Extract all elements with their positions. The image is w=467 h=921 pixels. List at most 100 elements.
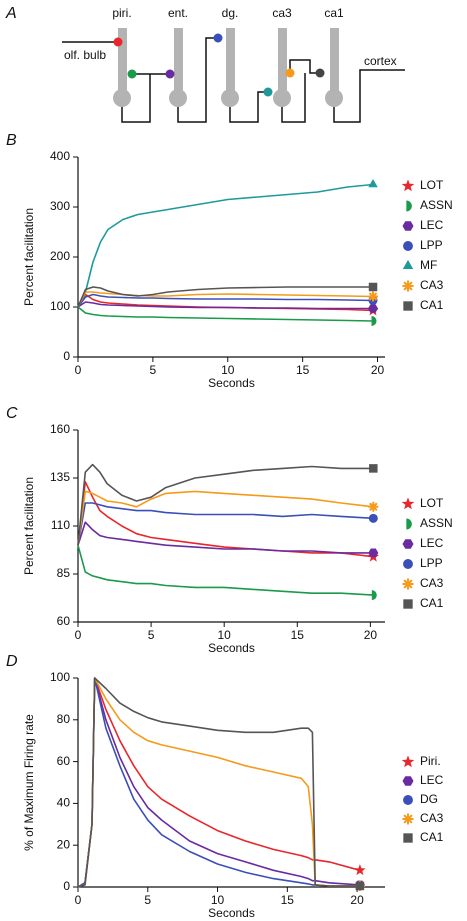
end-marker — [368, 304, 378, 313]
series-line — [77, 677, 361, 888]
legend-marker — [401, 497, 415, 510]
x-tick-label: 5 — [150, 363, 157, 377]
neurons — [113, 28, 343, 107]
series-line — [77, 306, 374, 322]
y-tick-label: 0 — [63, 879, 70, 893]
legend-label: MF — [420, 258, 437, 272]
legend-label: CA1 — [420, 596, 444, 610]
y-tick-label: 100 — [50, 670, 70, 684]
x-axis-label: Seconds — [208, 641, 255, 655]
x-tick-label: 15 — [281, 893, 295, 907]
legend-marker — [403, 301, 413, 311]
legend-marker — [401, 179, 415, 192]
y-tick-label: 40 — [57, 796, 71, 810]
panel-label: B — [6, 132, 17, 149]
y-tick-label: 20 — [57, 837, 71, 851]
series-line — [77, 490, 374, 546]
x-tick-label: 0 — [75, 628, 82, 642]
series-line — [77, 544, 374, 596]
x-tick-label: 20 — [371, 363, 385, 377]
end-marker — [368, 291, 379, 302]
legend-label: LEC — [420, 773, 444, 787]
x-axis-label: Seconds — [208, 376, 255, 390]
legend-label: LEC — [420, 218, 444, 232]
y-tick-label: 60 — [57, 614, 71, 628]
end-marker — [368, 501, 379, 512]
x-tick-label: 10 — [218, 628, 232, 642]
legend-label: ASSN — [420, 516, 453, 530]
y-tick-label: 100 — [50, 299, 70, 313]
series-line — [77, 521, 374, 554]
legend-marker — [402, 259, 414, 269]
end-marker — [371, 316, 377, 326]
legend-marker — [406, 518, 412, 530]
x-tick-label: 5 — [148, 628, 155, 642]
y-tick-label: 300 — [50, 199, 70, 213]
wires — [62, 37, 405, 123]
end-marker — [368, 513, 378, 523]
series-line — [77, 677, 360, 888]
region-label: piri. — [112, 6, 131, 20]
y-tick-label: 85 — [57, 566, 71, 580]
series-line — [77, 183, 374, 308]
legend-label: DG — [420, 792, 438, 806]
legend-marker — [402, 578, 414, 590]
y-tick-label: 135 — [50, 470, 70, 484]
input-label: olf. bulb — [64, 48, 106, 62]
x-tick-label: 20 — [364, 628, 378, 642]
y-tick-label: 110 — [51, 518, 70, 532]
x-tick-label: 10 — [211, 893, 225, 907]
legend-label: LOT — [420, 178, 444, 192]
legend-label: CA1 — [420, 830, 444, 844]
x-tick-label: 10 — [221, 363, 235, 377]
legend-label: LOT — [420, 496, 444, 510]
end-marker — [368, 179, 378, 188]
legend-label: CA3 — [420, 811, 444, 825]
series-line — [77, 502, 374, 546]
end-marker — [368, 548, 379, 558]
series-line — [77, 677, 360, 888]
series-line — [77, 286, 373, 308]
legend-marker — [403, 795, 413, 805]
series-line — [77, 301, 373, 310]
x-tick-label: 0 — [75, 363, 82, 377]
x-tick-label: 0 — [75, 893, 82, 907]
series-line — [77, 677, 360, 888]
legend-marker — [402, 776, 414, 786]
circuit-diagram: A piri. ent. dg. ca3 ca1 olf. — [5, 5, 405, 123]
legend-marker — [402, 813, 414, 825]
y-tick-label: 200 — [50, 249, 70, 263]
output-label: cortex — [364, 54, 397, 68]
legend-label: CA3 — [420, 278, 444, 292]
y-axis-label: Percent facilitation — [22, 208, 36, 306]
y-tick-label: 80 — [57, 712, 71, 726]
region-label: dg. — [222, 6, 239, 20]
y-tick-label: 60 — [57, 754, 71, 768]
y-tick-label: 160 — [50, 422, 70, 436]
region-label: ca3 — [272, 6, 292, 20]
x-tick-label: 5 — [144, 893, 151, 907]
panel-label: C — [6, 405, 18, 422]
x-axis-label: Seconds — [208, 906, 255, 920]
end-marker — [354, 864, 366, 876]
legend-marker — [402, 539, 414, 549]
legend-label: LPP — [420, 556, 443, 570]
legend-marker — [401, 755, 415, 768]
region-label: ent. — [168, 6, 188, 20]
panel-label: D — [6, 653, 18, 670]
y-axis-label: % of Maximum Firing rate — [22, 714, 36, 851]
legend-marker — [402, 280, 414, 292]
region-label: ca1 — [324, 6, 344, 20]
legend-marker — [402, 221, 414, 231]
series-line — [77, 291, 374, 308]
panel-label: A — [5, 5, 17, 22]
legend-marker — [403, 241, 413, 251]
series-line — [77, 677, 360, 888]
x-tick-label: 20 — [350, 893, 364, 907]
legend-label: LEC — [420, 536, 444, 550]
legend-label: Piri. — [420, 754, 441, 768]
legend-marker — [403, 559, 413, 569]
legend-label: ASSN — [420, 198, 453, 212]
legend-label: LPP — [420, 238, 443, 252]
